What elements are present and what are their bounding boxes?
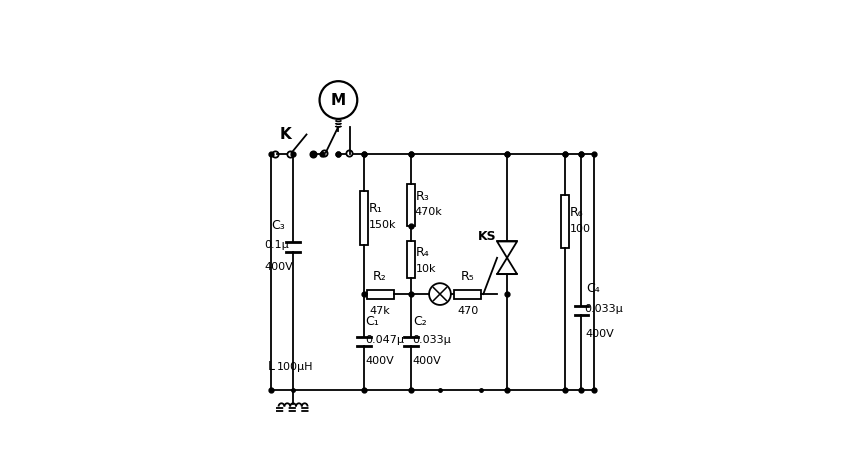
Text: 470: 470 <box>456 307 478 317</box>
Text: 470k: 470k <box>414 207 442 218</box>
Circle shape <box>319 81 356 119</box>
Bar <box>454 290 481 299</box>
Text: R₃: R₃ <box>415 190 429 203</box>
Text: 100μH: 100μH <box>276 362 313 372</box>
Text: 0.1μ: 0.1μ <box>264 240 288 250</box>
Text: R₆: R₆ <box>569 206 583 219</box>
Text: 150k: 150k <box>369 220 395 230</box>
Text: C₃: C₃ <box>271 219 285 232</box>
Text: 400V: 400V <box>263 262 293 272</box>
Text: R₁: R₁ <box>369 203 381 215</box>
Text: 10k: 10k <box>415 264 436 274</box>
Text: C₁: C₁ <box>365 315 379 328</box>
Bar <box>366 290 393 299</box>
Text: K: K <box>280 127 291 142</box>
Text: R₄: R₄ <box>415 246 429 259</box>
Text: L: L <box>268 360 275 373</box>
Text: M: M <box>331 92 345 107</box>
Text: R₅: R₅ <box>461 270 474 283</box>
Text: KS: KS <box>477 229 496 243</box>
Text: 0.033μ: 0.033μ <box>412 335 450 345</box>
Text: 0.047μ: 0.047μ <box>364 335 404 345</box>
Bar <box>359 191 368 245</box>
Text: 0.033μ: 0.033μ <box>584 304 623 314</box>
Text: 400V: 400V <box>585 329 614 339</box>
Text: C₄: C₄ <box>585 282 598 295</box>
Bar <box>406 242 414 278</box>
Circle shape <box>429 283 450 305</box>
Text: 47k: 47k <box>369 307 390 317</box>
Text: C₂: C₂ <box>412 315 426 328</box>
Bar <box>406 184 414 226</box>
Bar <box>561 195 568 248</box>
Text: 400V: 400V <box>412 356 441 366</box>
Text: 400V: 400V <box>365 356 393 366</box>
Text: R₂: R₂ <box>373 270 387 283</box>
Text: 100: 100 <box>569 224 590 234</box>
